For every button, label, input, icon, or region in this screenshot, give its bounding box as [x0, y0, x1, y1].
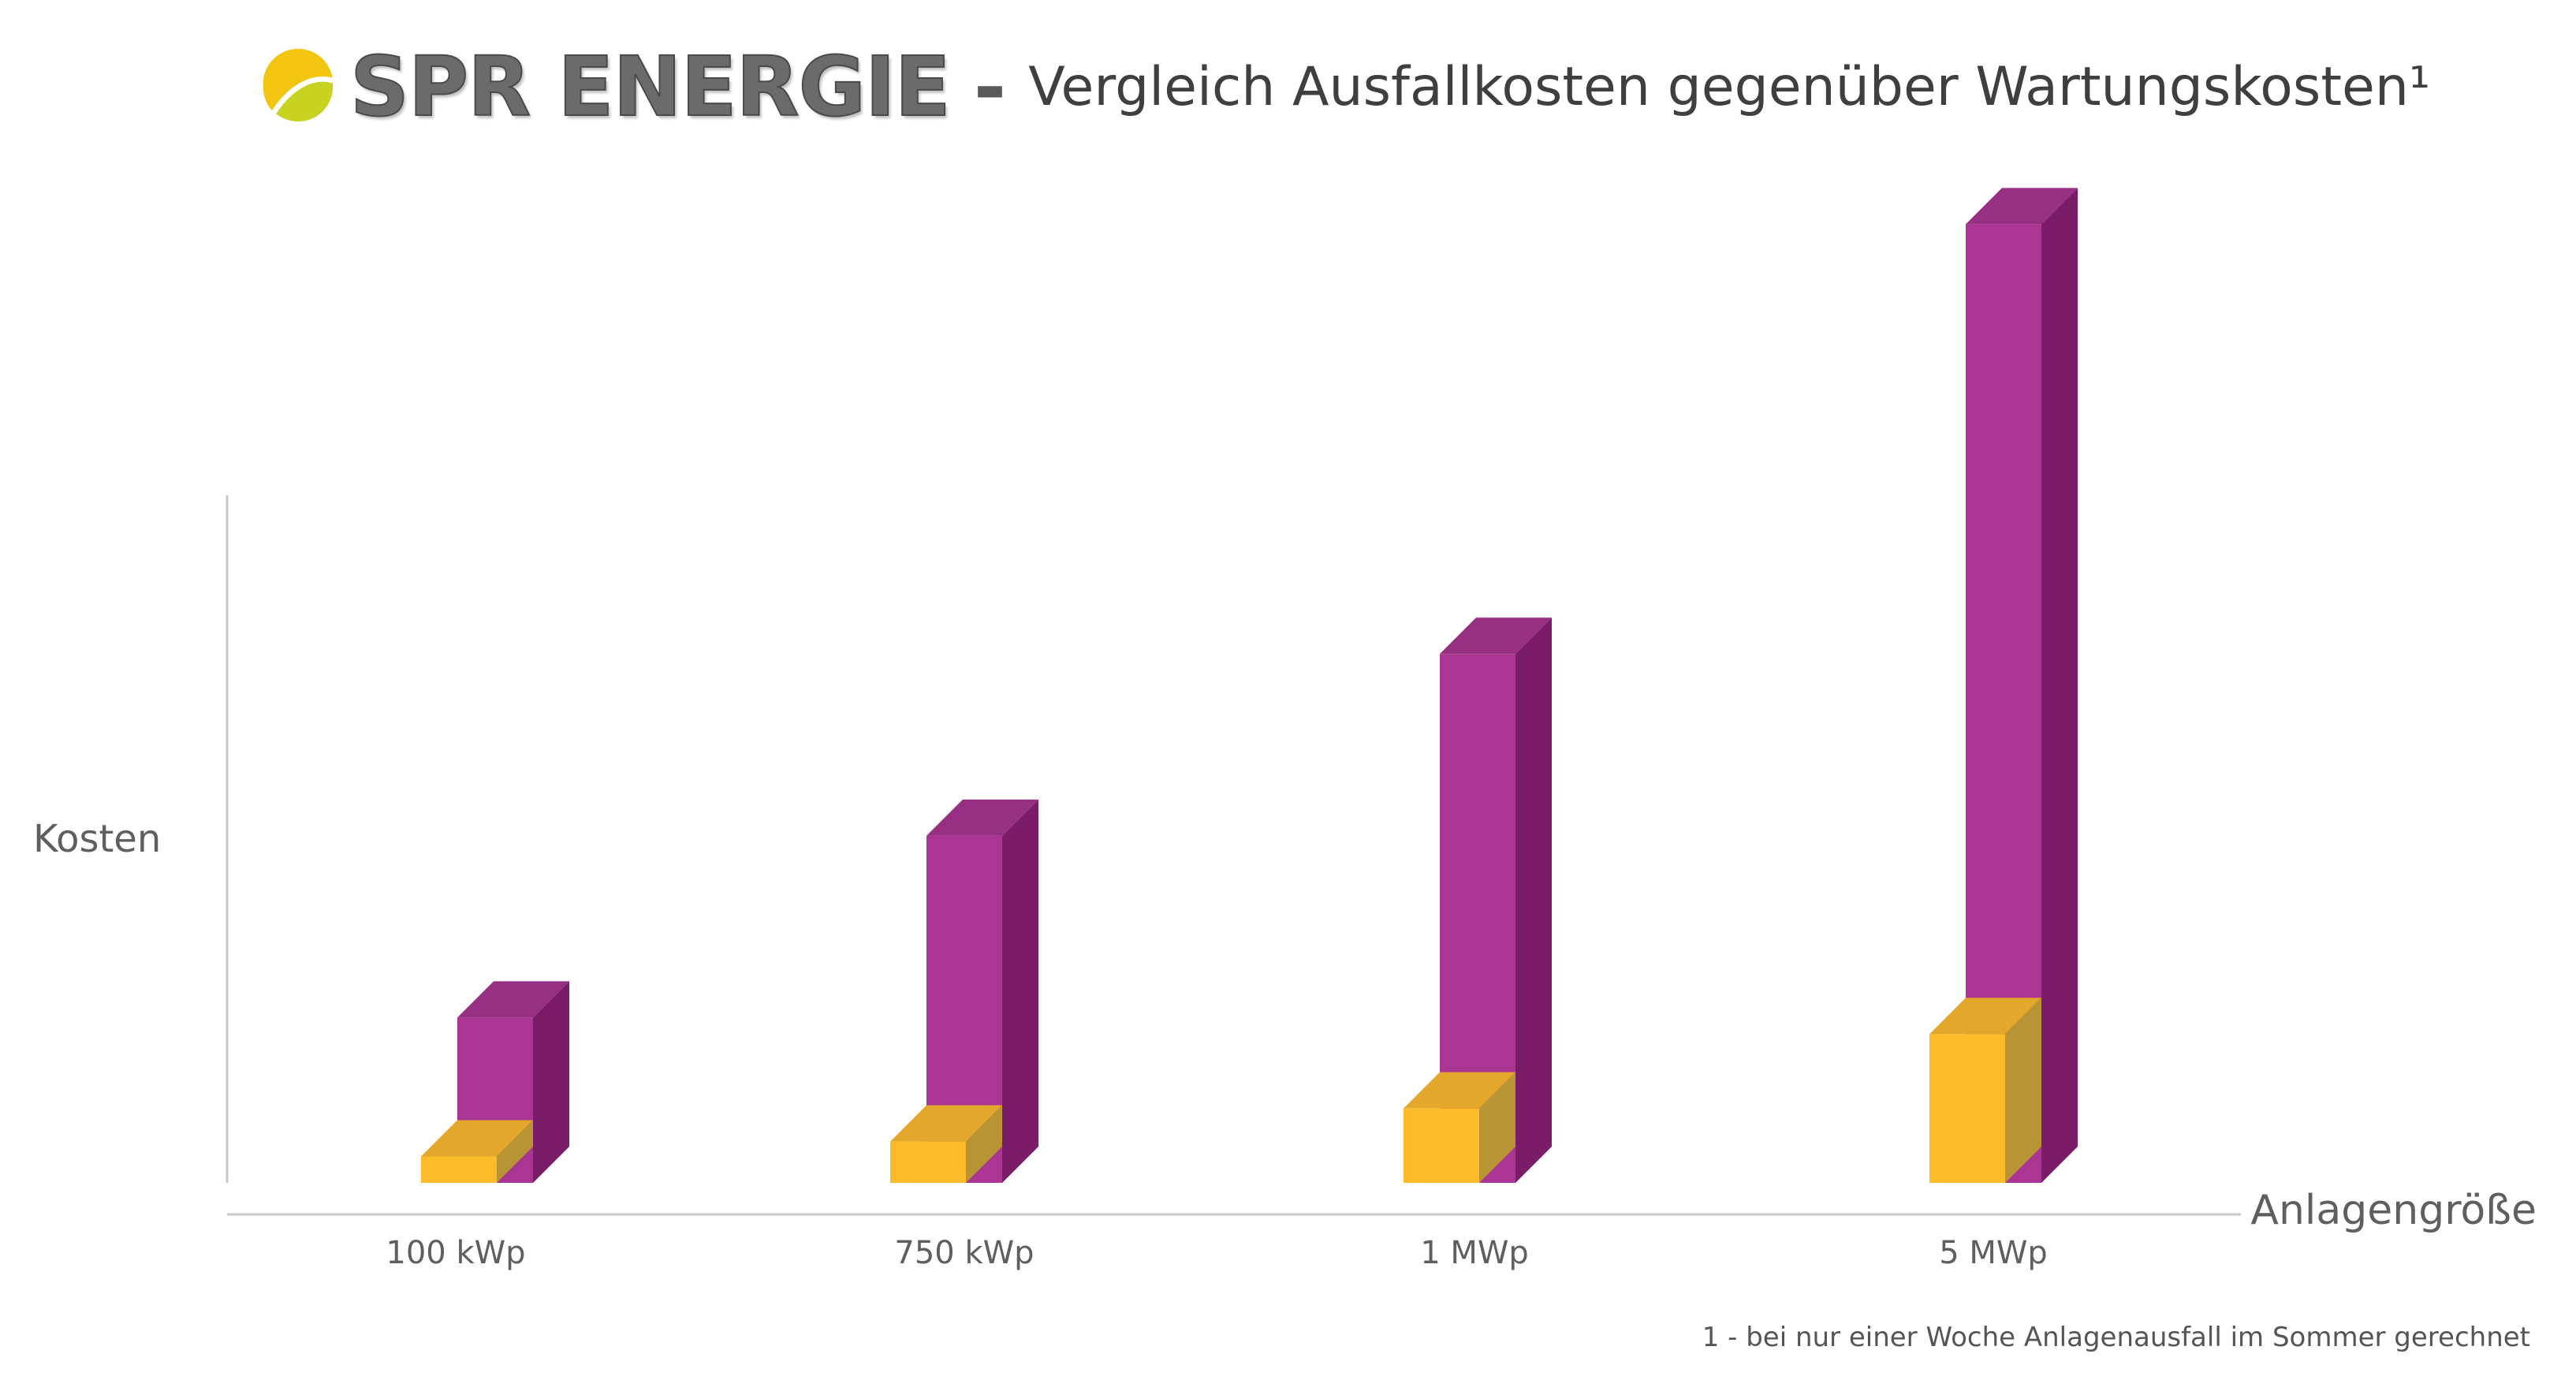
footnote: 1 - bei nur einer Woche Anlagenausfall i… — [1702, 1322, 2530, 1353]
wartung-bar-3-side — [1479, 1072, 1515, 1183]
wartung-bar-2 — [890, 1105, 1002, 1183]
wartung-bar-3-front — [1404, 1108, 1479, 1183]
wartung-bar-4-side — [2005, 998, 2041, 1183]
ausfall-bar-2-top — [926, 799, 1038, 836]
y-axis-label: Kosten — [33, 817, 161, 861]
wartung-bar-4-front — [1929, 1034, 2005, 1183]
ausfall-bar-1-side — [533, 981, 569, 1183]
ausfall-bar-4-top — [1966, 188, 2078, 225]
x-tick-label: 100 kWp — [386, 1235, 525, 1271]
wartung-bar-4-top — [1929, 998, 2041, 1035]
x-tick-label: 5 MWp — [1939, 1235, 2048, 1271]
title-separator: - — [973, 40, 1007, 133]
wartung-bar-4 — [1929, 998, 2041, 1183]
sun-leaf-logo-icon — [263, 49, 334, 122]
wartung-bar-1-top — [421, 1120, 533, 1157]
wartung-bar-3 — [1404, 1072, 1515, 1183]
ausfall-bar-3-side — [1515, 617, 1552, 1183]
x-tick-label: 750 kWp — [894, 1235, 1034, 1271]
wartung-bar-3-top — [1404, 1072, 1515, 1109]
wartung-bar-2-front — [890, 1141, 966, 1183]
brand-name: SPR ENERGIE — [349, 38, 952, 136]
ausfall-bar-2-side — [1002, 799, 1038, 1183]
chart-title: Vergleich Ausfallkosten gegenüber Wartun… — [1028, 55, 2431, 118]
wartung-bar-1-side — [497, 1120, 533, 1183]
chart-header: SPR ENERGIE - Vergleich Ausfallkosten ge… — [260, 32, 2430, 142]
x-tick-label: 1 MWp — [1420, 1235, 1529, 1271]
wartung-bar-2-top — [890, 1105, 1002, 1142]
wartung-bar-1 — [421, 1120, 533, 1183]
bars-group — [421, 188, 2078, 1183]
ausfall-bar-4-side — [2041, 188, 2078, 1183]
ausfall-bar-1-top — [457, 981, 569, 1018]
x-tick-labels: 100 kWp 750 kWp 1 MWp 5 MWp — [386, 1235, 2047, 1271]
x-axis-label: Anlagengröße — [2250, 1187, 2537, 1234]
wartung-bar-1-front — [421, 1156, 497, 1183]
wartung-bar-2-side — [966, 1105, 1002, 1183]
ausfall-bar-3-top — [1440, 617, 1552, 655]
